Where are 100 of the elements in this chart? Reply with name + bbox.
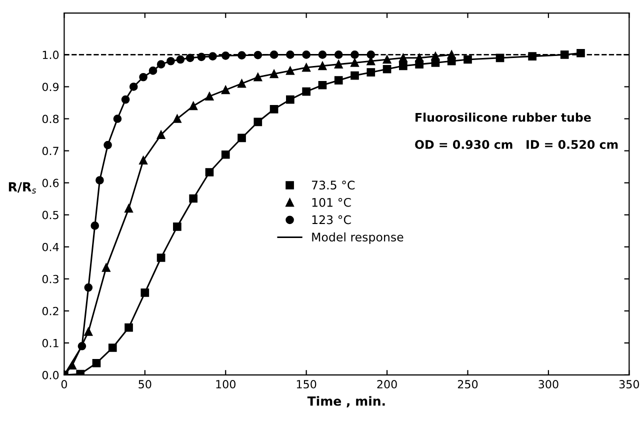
point <box>415 54 424 62</box>
point <box>124 204 133 213</box>
point <box>238 79 246 88</box>
point <box>104 140 112 150</box>
y-tick-label: 0.4 <box>42 242 59 252</box>
point <box>302 63 310 72</box>
point <box>399 54 408 62</box>
x-tick-label: 150 <box>296 380 316 388</box>
x-tick-label: 250 <box>458 380 478 388</box>
point <box>528 52 536 60</box>
y-tick-label: 0.6 <box>42 178 59 188</box>
point <box>173 222 182 231</box>
legend-label: 101 °C <box>312 198 351 207</box>
point <box>318 62 327 70</box>
point <box>156 60 166 68</box>
point <box>576 48 585 58</box>
point <box>221 150 230 159</box>
point <box>431 52 440 60</box>
point <box>238 51 246 60</box>
point <box>189 194 198 203</box>
point <box>382 55 392 64</box>
point <box>139 156 148 165</box>
x-tick-label: 50 <box>138 380 152 388</box>
point <box>270 70 278 78</box>
point <box>156 254 166 262</box>
legend-label: 73.5 °C <box>312 180 355 190</box>
point <box>208 52 217 60</box>
point <box>156 130 166 139</box>
point <box>90 222 100 230</box>
point <box>318 80 327 90</box>
point <box>84 283 93 292</box>
x-tick-label: 300 <box>538 380 558 388</box>
point <box>124 323 133 332</box>
point <box>238 134 246 142</box>
point <box>92 358 101 368</box>
point <box>166 56 175 66</box>
point <box>186 54 194 62</box>
y-tick-label: 0.9 <box>42 82 59 92</box>
point <box>560 50 569 59</box>
point <box>270 50 278 59</box>
point <box>447 50 456 59</box>
y-tick-label: 1.0 <box>42 50 59 60</box>
y-tick-label: 0.5 <box>42 210 58 220</box>
x-tick-label: 200 <box>377 380 397 388</box>
x-tick-label: 350 <box>619 380 640 388</box>
point <box>139 72 148 82</box>
point <box>205 92 214 101</box>
point <box>366 50 376 59</box>
x-axis-title: Time , min. <box>307 396 385 408</box>
point <box>121 95 130 104</box>
point <box>334 60 343 68</box>
y-tick-label: 0.3 <box>42 274 58 284</box>
point <box>350 58 359 67</box>
point <box>399 62 408 70</box>
point <box>318 50 327 59</box>
point <box>270 104 278 114</box>
point <box>84 328 93 336</box>
point <box>221 52 230 60</box>
y-axis-title: R/R$_{s}$ <box>8 182 36 194</box>
point <box>173 114 182 123</box>
point <box>302 87 310 96</box>
y-tick-label: 0.1 <box>42 338 58 348</box>
annotation: Fluorosilicone rubber tube <box>416 112 591 122</box>
point <box>96 176 104 184</box>
point <box>197 52 206 62</box>
point <box>78 342 86 350</box>
point <box>68 361 76 370</box>
point <box>334 50 343 59</box>
point <box>334 76 343 84</box>
legend-label: Model response <box>312 232 404 244</box>
point <box>148 66 158 75</box>
point <box>113 114 122 123</box>
point <box>254 72 262 82</box>
point <box>496 54 504 62</box>
point <box>302 50 310 59</box>
point <box>129 82 138 91</box>
point <box>382 64 392 74</box>
annotation: OD = 0.930 cm ID = 0.520 cm <box>415 140 618 149</box>
point <box>102 264 110 272</box>
y-tick-label: 0.7 <box>42 146 58 156</box>
y-tick-label: 0.8 <box>42 114 59 124</box>
point <box>350 71 359 80</box>
point <box>286 50 294 59</box>
point <box>108 344 117 352</box>
point <box>140 288 150 297</box>
y-tick-label: 0.2 <box>42 306 58 316</box>
point <box>189 102 198 110</box>
point <box>221 86 230 94</box>
point <box>464 55 472 64</box>
x-tick-label: 0 <box>61 380 67 388</box>
point <box>286 66 294 75</box>
point <box>366 68 376 76</box>
point <box>176 55 185 64</box>
y-tick-label: 0.0 <box>42 370 59 380</box>
x-tick-label: 100 <box>216 380 236 388</box>
legend-label: 123 °C <box>312 215 351 224</box>
point <box>286 95 294 104</box>
point <box>350 50 359 59</box>
point <box>254 50 262 60</box>
point <box>205 168 214 176</box>
